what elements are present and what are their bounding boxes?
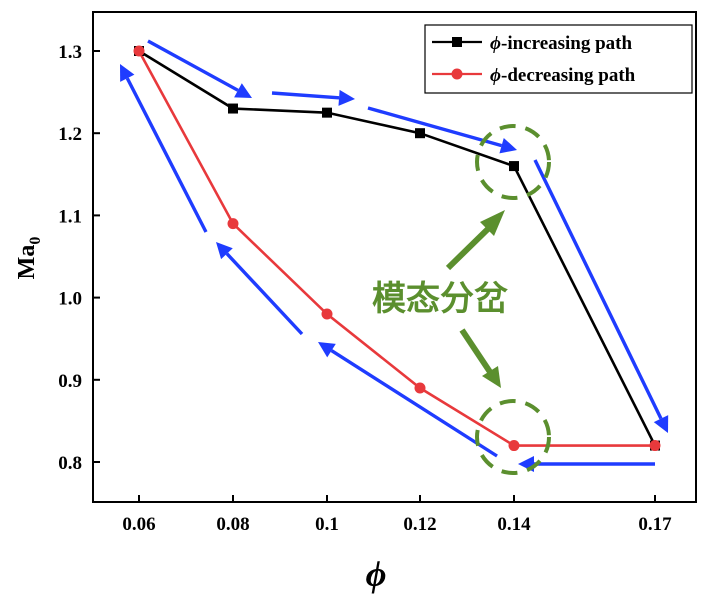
legend-marker-decreasing [451,68,463,80]
y-tick-label: 1.1 [58,206,82,227]
y-axis-title: Ma0 [14,237,44,280]
annotation-arrows [445,210,505,388]
data-point-increasing [509,161,519,172]
flow-arrow [533,159,669,433]
y-tick-label: 1.3 [58,42,82,63]
legend-marker-increasing [452,37,462,47]
x-tick-label: 0.06 [122,514,155,535]
axis-ticks: 0.06 0.08 0.1 0.12 0.14 0.17 0.8 0.9 1.0 1.1 1.2 1.… [58,42,672,535]
data-point-increasing [415,128,425,139]
flow-arrow [120,64,208,233]
flow-arrows [120,39,669,472]
y-tick-label: 1.0 [58,289,82,310]
series-line-increasing [138,49,657,447]
flow-arrow [318,342,498,458]
flow-arrow [216,242,304,336]
y-tick-label: 1.2 [58,124,82,145]
data-point-decreasing [414,382,426,394]
legend-label-increasing: ϕ-increasing path [490,33,633,54]
bifurcation-circle-upper [475,124,551,200]
bifurcation-annotation: 模态分岔 [372,279,508,319]
y-tick-label: 0.9 [58,371,82,392]
plot-frame [92,11,697,503]
series-layer [133,45,661,452]
series-line-decreasing [137,50,655,447]
data-point-decreasing [133,45,145,57]
data-point-decreasing [508,440,520,452]
data-point-increasing [228,103,238,114]
data-point-decreasing [649,440,661,452]
x-tick-label: 0.08 [216,514,249,535]
x-tick-label: 0.14 [497,514,531,535]
flow-arrow [147,39,252,98]
legend: ϕ-increasing path ϕ-decreasing path [424,24,693,94]
legend-box [424,24,693,94]
y-tick-label: 0.8 [58,453,82,474]
x-tick-label: 0.12 [403,514,436,535]
x-tick-label: 0.17 [638,514,672,535]
flow-arrow [367,106,517,154]
flow-arrow [271,89,355,106]
data-point-increasing [322,107,332,118]
legend-label-decreasing: ϕ-decreasing path [490,65,636,86]
data-point-decreasing [227,218,239,230]
x-tick-label: 0.1 [315,514,339,535]
x-axis-title: ϕ [366,554,387,594]
data-point-decreasing [321,308,333,320]
bifurcation-circle-lower [475,399,551,475]
